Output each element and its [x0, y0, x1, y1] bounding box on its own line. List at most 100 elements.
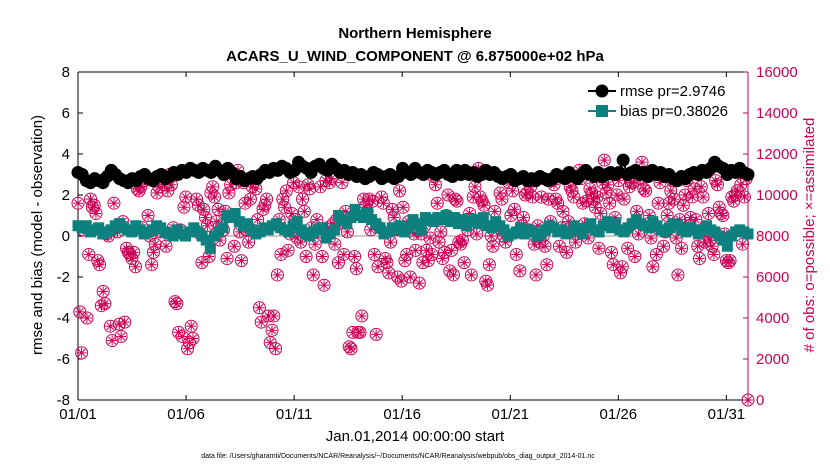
obs-assimilated-point	[349, 251, 360, 262]
obs-asterisk-stroke	[246, 195, 255, 204]
bias-point	[643, 222, 655, 234]
obs-asterisk-stroke	[370, 250, 379, 259]
obs-asterisk-stroke	[259, 205, 267, 214]
obs-asterisk-stroke	[679, 201, 688, 210]
obs-possible-point	[103, 319, 117, 333]
obs-assimilated-point	[622, 243, 633, 254]
obs-assimilated-point	[198, 204, 209, 215]
bias-point	[601, 216, 613, 228]
bias-point	[291, 216, 303, 228]
bias-point	[473, 218, 485, 230]
obs-possible-point	[590, 190, 604, 204]
obs-asterisk-stroke	[163, 186, 172, 195]
obs-asterisk-stroke	[92, 209, 100, 218]
bias-point	[457, 214, 469, 226]
obs-assimilated-point	[351, 263, 362, 274]
obs-possible-point	[105, 334, 119, 348]
obs-assimilated-point	[89, 200, 100, 211]
obs-possible-point	[617, 192, 631, 206]
obs-assimilated-point	[171, 298, 182, 309]
x-tick-label: 01/16	[383, 406, 421, 423]
obs-assimilated-point	[99, 298, 110, 309]
obs-assimilated-point	[229, 241, 240, 252]
obs-possible-point	[184, 319, 198, 333]
obs-asterisk-stroke	[433, 199, 442, 208]
obs-assimilated-point	[76, 347, 87, 358]
obs-assimilated-point	[735, 179, 746, 190]
obs-asterisk-stroke	[311, 240, 320, 249]
obs-assimilated-point	[367, 196, 378, 207]
obs-asterisk-stroke	[251, 184, 260, 193]
obs-assimilated-point	[717, 210, 728, 221]
obs-possible-point	[366, 194, 380, 208]
obs-assimilated-point	[90, 208, 101, 219]
obs-asterisk-stroke	[695, 254, 704, 263]
obs-assimilated-point	[599, 155, 610, 166]
obs-assimilated-point	[477, 196, 488, 207]
obs-assimilated-point	[487, 241, 498, 252]
obs-assimilated-point	[105, 321, 116, 332]
obs-assimilated-point	[443, 190, 454, 200]
legend-bias-marker	[596, 105, 608, 117]
obs-assimilated-point	[204, 251, 215, 262]
obs-asterisk-stroke	[388, 205, 397, 214]
obs-asterisk-stroke	[460, 258, 469, 267]
obs-possible-point	[513, 264, 527, 278]
x-tick-label: 01/31	[708, 406, 746, 423]
obs-asterisk-stroke	[566, 182, 575, 191]
obs-possible-point	[649, 247, 663, 261]
obs-asterisk-stroke	[490, 207, 499, 216]
obs-possible-point	[127, 245, 141, 259]
obs-asterisk-stroke	[302, 252, 311, 261]
obs-possible-point	[148, 237, 162, 251]
obs-assimilated-point	[457, 235, 468, 246]
obs-assimilated-point	[387, 204, 398, 215]
obs-assimilated-point	[329, 239, 340, 250]
obs-possible-point	[660, 209, 674, 222]
obs-possible-point	[534, 190, 548, 204]
obs-asterisk-stroke	[506, 211, 515, 220]
obs-asterisk-stroke	[399, 203, 408, 212]
obs-assimilated-point	[455, 239, 466, 250]
obs-possible-point	[292, 180, 306, 194]
obs-assimilated-point	[222, 253, 233, 264]
obs-asterisk-stroke	[726, 256, 734, 265]
obs-possible-point	[179, 190, 193, 204]
obs-asterisk-stroke	[117, 332, 126, 341]
obs-assimilated-point	[531, 269, 542, 280]
obs-possible-point	[267, 309, 281, 323]
obs-assimilated-point	[200, 212, 211, 223]
obs-possible-point	[128, 260, 142, 274]
obs-asterisk-stroke	[266, 338, 275, 347]
obs-possible-point	[89, 206, 103, 220]
bias-point	[577, 228, 589, 240]
obs-asterisk-stroke	[334, 258, 343, 267]
obs-asterisk-stroke	[672, 234, 681, 243]
x-tick-label: 01/01	[59, 406, 97, 423]
obs-assimilated-point	[134, 185, 145, 196]
obs-assimilated-point	[209, 192, 220, 203]
obs-asterisk-stroke	[83, 314, 91, 322]
obs-assimilated-point	[83, 249, 94, 260]
obs-assimilated-point	[606, 247, 617, 258]
obs-possible-point	[337, 247, 351, 261]
obs-asterisk-stroke	[338, 178, 347, 187]
obs-possible-point	[177, 200, 191, 214]
obs-assimilated-point	[74, 306, 85, 317]
obs-asterisk-stroke	[99, 287, 108, 296]
obs-possible-point	[281, 243, 295, 257]
obs-possible-point	[107, 196, 121, 210]
obs-assimilated-point	[98, 286, 109, 297]
obs-assimilated-point	[640, 185, 651, 196]
obs-possible-point	[646, 260, 660, 274]
obs-assimilated-point	[272, 269, 283, 280]
obs-assimilated-point	[511, 249, 522, 260]
obs-assimilated-point	[143, 210, 154, 221]
y-tick-label: 8	[62, 64, 70, 81]
obs-possible-point	[168, 295, 182, 309]
obs-possible-point	[615, 260, 629, 274]
obs-assimilated-point	[687, 192, 698, 203]
obs-asterisk-stroke	[648, 262, 657, 271]
obs-asterisk-stroke	[699, 193, 708, 202]
obs-possible-point	[675, 241, 689, 255]
